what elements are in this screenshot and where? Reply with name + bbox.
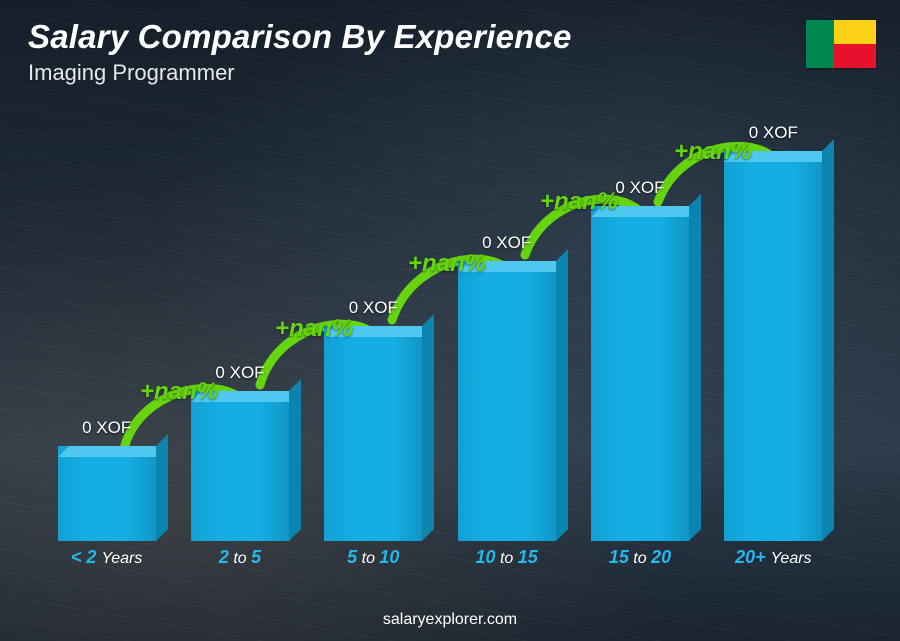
bar-slot: 0 XOF xyxy=(573,110,706,541)
benin-flag xyxy=(806,20,876,68)
percent-increase-label: +nan% xyxy=(140,378,218,406)
x-axis-labels: < 2 Years2 to 55 to 1010 to 1515 to 2020… xyxy=(40,547,840,579)
title-sub: Imaging Programmer xyxy=(28,60,572,86)
percent-increase-label: +nan% xyxy=(540,188,618,216)
x-axis-label: 15 to 20 xyxy=(573,547,706,579)
bar-side xyxy=(289,379,301,541)
bar-value-label: 0 XOF xyxy=(749,123,798,143)
bar-value-label: 0 XOF xyxy=(215,363,264,383)
bar xyxy=(458,261,556,541)
bar-slot: 0 XOF xyxy=(40,110,173,541)
percent-increase-label: +nan% xyxy=(408,250,486,278)
bar-side xyxy=(822,139,834,541)
bar-front xyxy=(324,326,422,541)
flag-top-right-stripe xyxy=(834,20,876,44)
bar-side xyxy=(422,314,434,541)
bar-slot: 0 XOF xyxy=(707,110,840,541)
percent-increase-label: +nan% xyxy=(674,138,752,166)
bar-value-label: 0 XOF xyxy=(82,418,131,438)
bar-front xyxy=(591,206,689,541)
bar xyxy=(591,206,689,541)
bar-front xyxy=(191,391,289,541)
bar xyxy=(58,446,156,541)
x-axis-label: 5 to 10 xyxy=(307,547,440,579)
footer-credit: salaryexplorer.com xyxy=(0,611,900,629)
bar-side xyxy=(156,434,168,541)
bar-front xyxy=(58,446,156,541)
x-axis-label: 2 to 5 xyxy=(173,547,306,579)
percent-increase-label: +nan% xyxy=(275,315,353,343)
bars-container: 0 XOF 0 XOF 0 XOF 0 XOF 0 XOF 0 XOF xyxy=(40,110,840,541)
bar-value-label: 0 XOF xyxy=(349,298,398,318)
bar-value-label: 0 XOF xyxy=(615,178,664,198)
bar-front xyxy=(724,151,822,541)
x-axis-label: 10 to 15 xyxy=(440,547,573,579)
bar-top xyxy=(58,446,167,457)
title-block: Salary Comparison By Experience Imaging … xyxy=(28,18,572,86)
bar xyxy=(324,326,422,541)
x-axis-label: 20+ Years xyxy=(707,547,840,579)
title-main: Salary Comparison By Experience xyxy=(28,18,572,56)
x-axis-label: < 2 Years xyxy=(40,547,173,579)
bar-slot: 0 XOF xyxy=(440,110,573,541)
bar-side xyxy=(556,249,568,541)
bar-side xyxy=(689,194,701,541)
bar-value-label: 0 XOF xyxy=(482,233,531,253)
flag-left-stripe xyxy=(806,20,834,68)
bar-front xyxy=(458,261,556,541)
bar xyxy=(191,391,289,541)
bar-chart: 0 XOF 0 XOF 0 XOF 0 XOF 0 XOF 0 XOF < 2 Years… xyxy=(40,110,840,579)
bar xyxy=(724,151,822,541)
flag-bottom-right-stripe xyxy=(834,44,876,68)
infographic-container: Salary Comparison By Experience Imaging … xyxy=(0,0,900,641)
